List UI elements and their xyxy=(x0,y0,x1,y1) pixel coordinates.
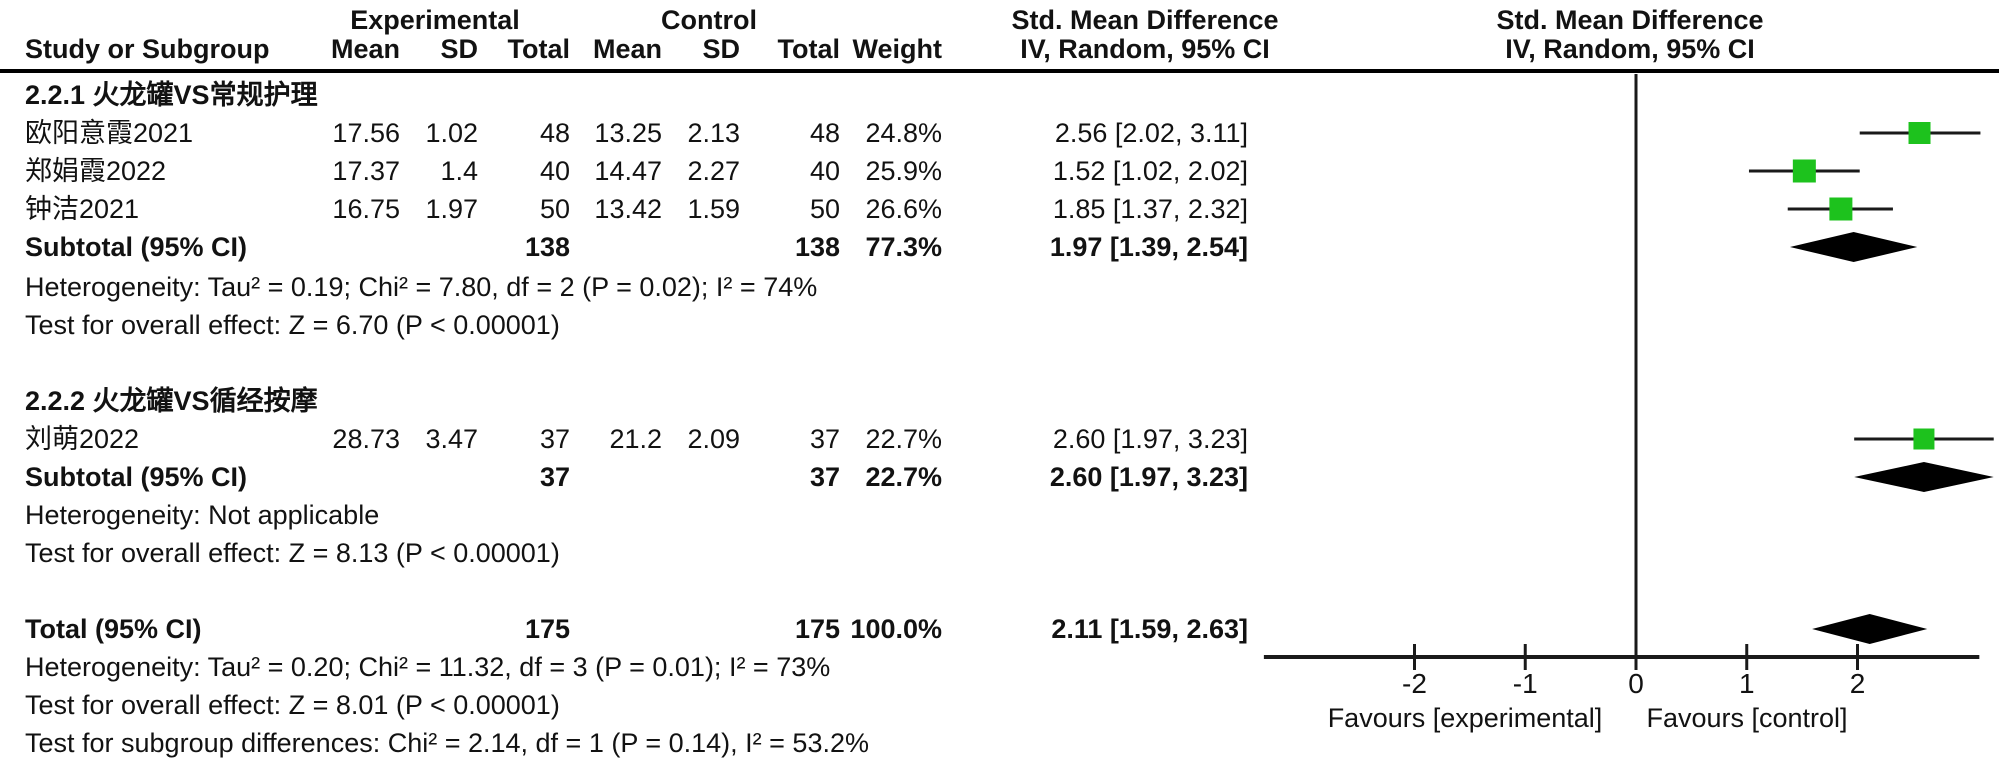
col-header-sd-exp: SD xyxy=(440,34,478,64)
sd-exp-cell: 3.47 xyxy=(425,424,478,454)
total-exp-cell: 37 xyxy=(539,424,570,454)
col-header-mean-exp: Mean xyxy=(330,34,400,64)
mean-exp-cell: 16.75 xyxy=(332,194,400,224)
sd-exp-cell: 1.97 xyxy=(425,194,478,224)
heterogeneity-text: Heterogeneity: Tau² = 0.20; Chi² = 11.32… xyxy=(25,652,831,682)
heterogeneity-row: Heterogeneity: Not applicable xyxy=(0,496,1999,534)
study-label: 钟洁2021 xyxy=(25,194,140,224)
total-exp-cell: 48 xyxy=(539,118,570,148)
mean-ctl-cell: 14.47 xyxy=(594,156,662,186)
mean-exp-cell: 17.56 xyxy=(332,118,400,148)
total-exp-cell: 138 xyxy=(524,232,570,262)
effect-header-left: Std. Mean Difference xyxy=(1011,5,1279,35)
experimental-group-header: Experimental xyxy=(350,5,520,35)
overall-effect-text: Test for overall effect: Z = 6.70 (P < 0… xyxy=(25,310,560,340)
subgroup-title-row: 2.2.2 火龙罐VS循经按摩 xyxy=(0,382,1999,420)
weight-cell: 22.7% xyxy=(865,462,942,492)
col-header-ci-left: IV, Random, 95% CI xyxy=(1020,34,1270,64)
heterogeneity-text: Heterogeneity: Not applicable xyxy=(25,500,380,530)
overall-effect-row: Test for overall effect: Z = 8.01 (P < 0… xyxy=(0,686,1999,724)
total-ctl-cell: 37 xyxy=(809,462,840,492)
mean-ctl-cell: 13.42 xyxy=(594,194,662,224)
weight-cell: 22.7% xyxy=(865,424,942,454)
subgroup-title: 2.2.2 火龙罐VS循经按摩 xyxy=(25,386,318,416)
ci-cell: 2.60 [1.97, 3.23] xyxy=(1052,424,1248,454)
total-row: Total (95% CI) 175 175 100.0% 2.11 [1.59, 2.… xyxy=(0,610,1999,648)
study-label: 郑娟霞2022 xyxy=(25,156,167,186)
sd-exp-cell: 1.4 xyxy=(440,156,478,186)
total-ctl-cell: 175 xyxy=(794,614,840,644)
column-header-row: Study or Subgroup Mean SD Total Mean SD … xyxy=(0,30,1999,68)
weight-cell: 24.8% xyxy=(865,118,942,148)
total-exp-cell: 37 xyxy=(539,462,570,492)
ci-cell: 1.97 [1.39, 2.54] xyxy=(1049,232,1248,262)
group-header-row: Experimental Control Std. Mean Differenc… xyxy=(0,1,1999,39)
ci-cell: 1.85 [1.37, 2.32] xyxy=(1052,194,1248,224)
study-row: 郑娟霞2022 17.37 1.4 40 14.47 2.27 40 25.9% 1.52 [1… xyxy=(0,152,1999,190)
heterogeneity-row: Heterogeneity: Tau² = 0.20; Chi² = 11.32… xyxy=(0,648,1999,686)
overall-effect-row: Test for overall effect: Z = 8.13 (P < 0… xyxy=(0,534,1999,572)
total-ctl-cell: 40 xyxy=(809,156,840,186)
overall-effect-text: Test for overall effect: Z = 8.13 (P < 0… xyxy=(25,538,560,568)
total-ctl-cell: 37 xyxy=(809,424,840,454)
total-exp-cell: 40 xyxy=(539,156,570,186)
weight-cell: 100.0% xyxy=(850,614,942,644)
subtotal-row: Subtotal (95% CI) 138 138 77.3% 1.97 [1.39, … xyxy=(0,228,1999,266)
weight-cell: 77.3% xyxy=(865,232,942,262)
summary-label: Subtotal (95% CI) xyxy=(25,232,248,262)
sd-ctl-cell: 2.09 xyxy=(687,424,740,454)
subgroup-title: 2.2.1 火龙罐VS常规护理 xyxy=(25,80,318,110)
ci-cell: 2.56 [2.02, 3.11] xyxy=(1054,118,1248,148)
col-header-study: Study or Subgroup xyxy=(25,34,270,64)
control-group-header: Control xyxy=(661,5,757,35)
total-ctl-cell: 48 xyxy=(809,118,840,148)
total-ctl-cell: 138 xyxy=(794,232,840,262)
subgroup-differences-text: Test for subgroup differences: Chi² = 2.… xyxy=(25,728,869,758)
sd-ctl-cell: 1.59 xyxy=(687,194,740,224)
subtotal-row: Subtotal (95% CI) 37 37 22.7% 2.60 [1.97, 3.… xyxy=(0,458,1999,496)
study-label: 欧阳意霞2021 xyxy=(25,118,194,148)
col-header-sd-ctl: SD xyxy=(702,34,740,64)
subgroup-differences-row: Test for subgroup differences: Chi² = 2.… xyxy=(0,724,1999,762)
heterogeneity-row: Heterogeneity: Tau² = 0.19; Chi² = 7.80,… xyxy=(0,268,1999,306)
total-exp-cell: 175 xyxy=(524,614,570,644)
study-row: 欧阳意霞2021 17.56 1.02 48 13.25 2.13 48 24.8% 2.56 … xyxy=(0,114,1999,152)
mean-exp-cell: 28.73 xyxy=(332,424,400,454)
col-header-total-ctl: Total xyxy=(777,34,841,64)
ci-cell: 1.52 [1.02, 2.02] xyxy=(1052,156,1248,186)
mean-ctl-cell: 21.2 xyxy=(609,424,662,454)
study-row: 钟洁2021 16.75 1.97 50 13.42 1.59 50 26.6% 1.85 [1… xyxy=(0,190,1999,228)
study-row: 刘萌2022 28.73 3.47 37 21.2 2.09 37 22.7% 2.60 [1.… xyxy=(0,420,1999,458)
sd-ctl-cell: 2.27 xyxy=(687,156,740,186)
overall-effect-text: Test for overall effect: Z = 8.01 (P < 0… xyxy=(25,690,560,720)
sd-ctl-cell: 2.13 xyxy=(687,118,740,148)
sd-exp-cell: 1.02 xyxy=(425,118,478,148)
heterogeneity-text: Heterogeneity: Tau² = 0.19; Chi² = 7.80,… xyxy=(25,272,818,302)
weight-cell: 26.6% xyxy=(865,194,942,224)
header-rule xyxy=(0,69,1999,73)
overall-effect-row: Test for overall effect: Z = 6.70 (P < 0… xyxy=(0,306,1999,344)
subgroup-title-row: 2.2.1 火龙罐VS常规护理 xyxy=(0,76,1999,114)
col-header-total-exp: Total xyxy=(507,34,571,64)
total-exp-cell: 50 xyxy=(539,194,570,224)
mean-exp-cell: 17.37 xyxy=(332,156,400,186)
col-header-mean-ctl: Mean xyxy=(592,34,662,64)
ci-cell: 2.11 [1.59, 2.63] xyxy=(1051,614,1248,644)
effect-header-right: Std. Mean Difference xyxy=(1496,5,1764,35)
col-header-weight: Weight xyxy=(852,34,943,64)
col-header-ci-right: IV, Random, 95% CI xyxy=(1505,34,1755,64)
ci-cell: 2.60 [1.97, 3.23] xyxy=(1049,462,1248,492)
mean-ctl-cell: 13.25 xyxy=(594,118,662,148)
weight-cell: 25.9% xyxy=(865,156,942,186)
summary-label: Subtotal (95% CI) xyxy=(25,462,248,492)
summary-label: Total (95% CI) xyxy=(25,614,202,644)
total-ctl-cell: 50 xyxy=(809,194,840,224)
study-label: 刘萌2022 xyxy=(25,424,140,454)
